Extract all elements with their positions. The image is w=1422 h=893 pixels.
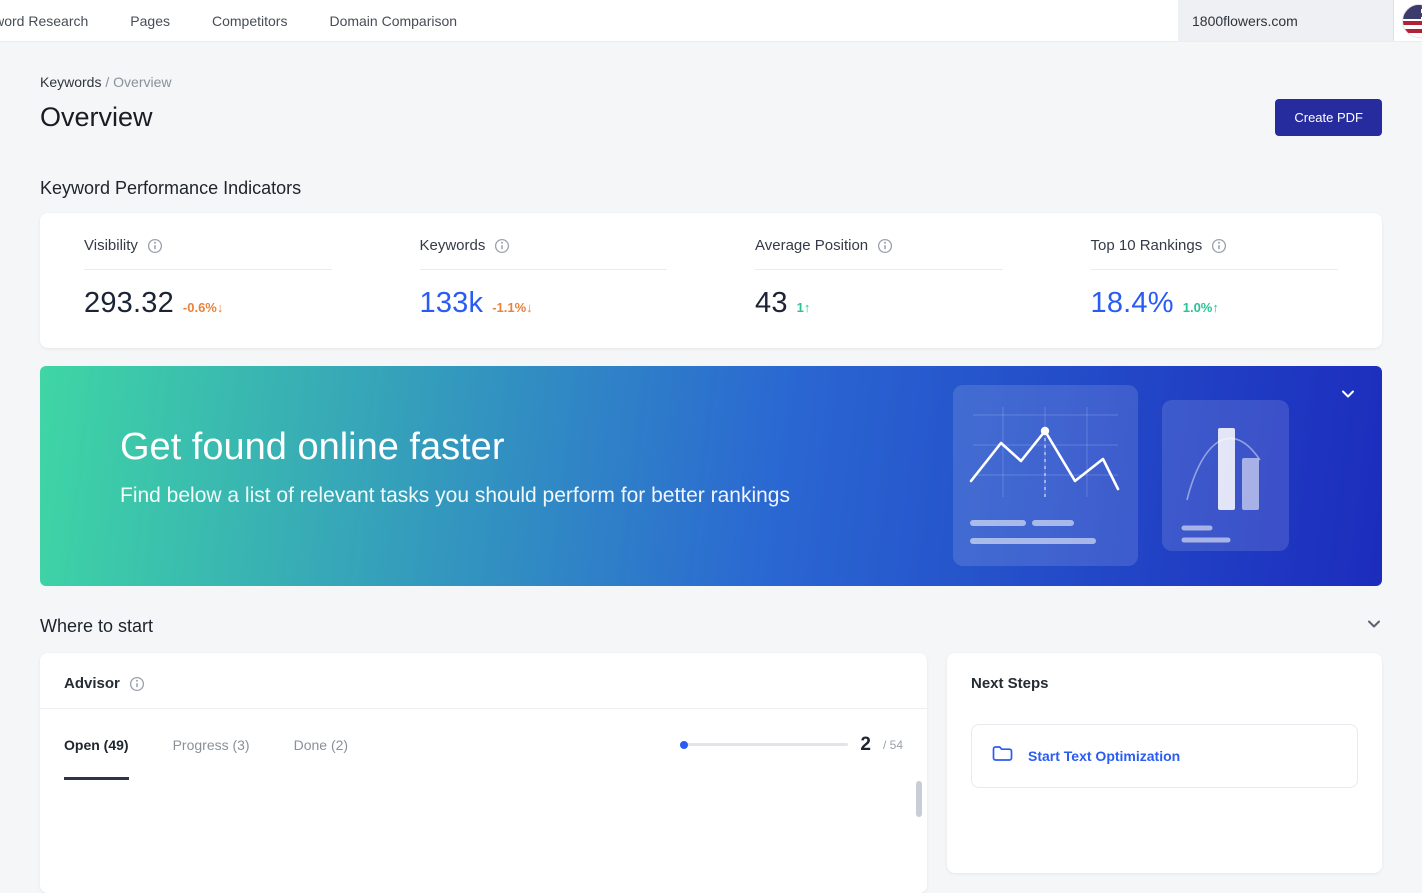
kpi-average-position-label: Average Position <box>755 237 869 254</box>
nav-tabs: Keyword Research Pages Competitors Domai… <box>0 13 457 29</box>
info-icon[interactable] <box>494 238 510 254</box>
breadcrumb-keywords[interactable]: Keywords <box>40 74 102 90</box>
nav-right: 1800flowers.com <box>1178 0 1422 41</box>
arrow-down-icon: ↓ <box>216 300 224 315</box>
kpi-top10-rankings-change: 1.0%↑ <box>1182 300 1219 315</box>
progress-value: 2 <box>860 733 871 755</box>
nav-item-keyword-research[interactable]: Keyword Research <box>0 12 89 29</box>
advisor-tabs: Open (49) Progress (3) Done (2) 2 / 54 <box>40 709 927 780</box>
promo-banner: Get found online faster Find below a lis… <box>40 366 1382 586</box>
info-icon[interactable] <box>877 238 893 254</box>
progress-bar <box>680 743 849 746</box>
kpi-average-position-change: 1↑ <box>796 300 811 315</box>
kpi-visibility-change: -0.6%↓ <box>182 300 224 315</box>
info-icon[interactable] <box>147 238 163 254</box>
kpi-average-position-value: 43 <box>755 287 788 319</box>
next-steps-title: Next Steps <box>971 675 1049 692</box>
kpi-keywords-label: Keywords <box>419 237 486 254</box>
kpi-keywords-value: 133k <box>419 287 484 319</box>
kpi-visibility-label: Visibility <box>84 237 138 254</box>
domain-selector-value: 1800flowers.com <box>1192 12 1298 29</box>
tab-progress[interactable]: Progress (3) <box>172 737 250 753</box>
top-navigation: Keyword Research Pages Competitors Domai… <box>0 0 1422 42</box>
banner-title: Get found online faster <box>120 426 505 468</box>
arrow-up-icon: ↑ <box>1212 300 1219 315</box>
flag-canton <box>1403 4 1421 19</box>
next-step-start-text-optimization[interactable]: Start Text Optimization <box>971 724 1358 788</box>
folder-icon <box>992 745 1013 767</box>
arrow-down-icon: ↓ <box>526 300 533 315</box>
next-steps-card: Next Steps Start Text Optimization <box>947 653 1382 873</box>
nav-item-pages[interactable]: Pages <box>130 12 170 29</box>
kpi-top10-rankings-label: Top 10 Rankings <box>1090 237 1203 254</box>
kpi-average-position: Average Position 43 1↑ <box>711 237 1047 320</box>
line-chart-illustration <box>953 385 1138 566</box>
breadcrumb-separator: / <box>101 74 114 90</box>
kpi-visibility: Visibility 293.32 -0.6%↓ <box>40 237 376 320</box>
kpi-visibility-value: 293.32 <box>84 287 174 319</box>
advisor-progress: 2 / 54 <box>680 734 903 756</box>
progress-total: / 54 <box>882 737 903 752</box>
kpi-keywords-change: -1.1%↓ <box>492 300 533 315</box>
kpi-keywords: Keywords 133k -1.1%↓ <box>376 237 712 320</box>
next-step-label: Start Text Optimization <box>1028 748 1181 764</box>
nav-item-competitors[interactable]: Competitors <box>211 12 288 29</box>
info-icon[interactable] <box>1211 238 1227 254</box>
banner-collapse-chevron-icon[interactable] <box>1340 386 1356 407</box>
kpi-top10-rankings: Top 10 Rankings 18.4% 1.0%↑ <box>1047 237 1383 320</box>
advisor-card: Advisor Open (49) Progress (3) Done (2) … <box>40 653 927 893</box>
country-flag-icon[interactable] <box>1402 3 1422 38</box>
where-to-start-collapse-chevron-icon[interactable] <box>1366 616 1382 637</box>
domain-selector[interactable]: 1800flowers.com <box>1178 0 1394 41</box>
banner-subtitle: Find below a list of relevant tasks you … <box>120 484 790 507</box>
info-icon[interactable] <box>129 676 145 692</box>
nav-item-domain-comparison[interactable]: Domain Comparison <box>329 12 458 29</box>
create-pdf-button[interactable]: Create PDF <box>1275 99 1382 136</box>
arrow-up-icon: ↑ <box>803 300 811 315</box>
kpi-card: Visibility 293.32 -0.6%↓ Keywords 133k -… <box>40 213 1382 348</box>
where-to-start-title: Where to start <box>40 616 154 636</box>
kpi-section-title: Keyword Performance Indicators <box>40 178 302 198</box>
tab-open[interactable]: Open (49) <box>64 709 129 780</box>
kpi-top10-rankings-value: 18.4% <box>1090 287 1174 319</box>
bar-chart-illustration <box>1162 400 1289 551</box>
page-title: Overview <box>40 102 153 132</box>
breadcrumb-current: Overview <box>113 74 172 90</box>
advisor-title: Advisor <box>64 675 120 692</box>
breadcrumb: Keywords / Overview <box>40 74 1382 90</box>
tab-done[interactable]: Done (2) <box>293 737 349 753</box>
scrollbar-thumb[interactable] <box>916 781 922 817</box>
